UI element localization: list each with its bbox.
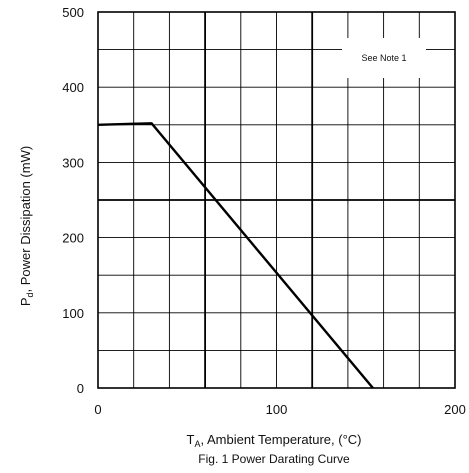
y-axis-title-rest: , Power Dissipation (mW) xyxy=(18,146,33,293)
y-tick-label: 500 xyxy=(62,5,84,20)
x-axis-title-sub: A xyxy=(194,439,200,449)
y-axis-title: Pd, Power Dissipation (mW) xyxy=(18,146,35,306)
y-tick-label: 300 xyxy=(62,155,84,170)
y-tick-label: 400 xyxy=(62,80,84,95)
x-tick-labels: 0 100 200 xyxy=(94,402,465,417)
y-tick-labels: 0 100 200 300 400 500 xyxy=(62,5,84,396)
y-tick-label: 100 xyxy=(62,306,84,321)
x-axis-title-main: T xyxy=(187,432,195,447)
chart-grid xyxy=(98,12,455,388)
series-group xyxy=(97,122,374,389)
derating-curve-line xyxy=(97,122,374,389)
figure-caption: Fig. 1 Power Darating Curve xyxy=(198,452,350,466)
see-note-box-bg xyxy=(342,38,426,78)
x-tick-label: 0 xyxy=(94,402,101,417)
x-tick-label: 100 xyxy=(266,402,288,417)
x-axis-title-rest: , Ambient Temperature, (°C) xyxy=(200,432,361,447)
plot-border xyxy=(97,11,456,389)
y-axis-title-sub: d xyxy=(25,292,35,297)
y-axis-title-main: P xyxy=(18,297,33,306)
x-tick-label: 200 xyxy=(444,402,466,417)
plot-frame xyxy=(97,11,456,389)
see-note-box: See Note 1 xyxy=(342,38,426,78)
x-axis-title: TA, Ambient Temperature, (°C) xyxy=(187,432,362,449)
y-tick-label: 0 xyxy=(77,381,84,396)
see-note-text: See Note 1 xyxy=(361,53,406,63)
y-tick-label: 200 xyxy=(62,231,84,246)
